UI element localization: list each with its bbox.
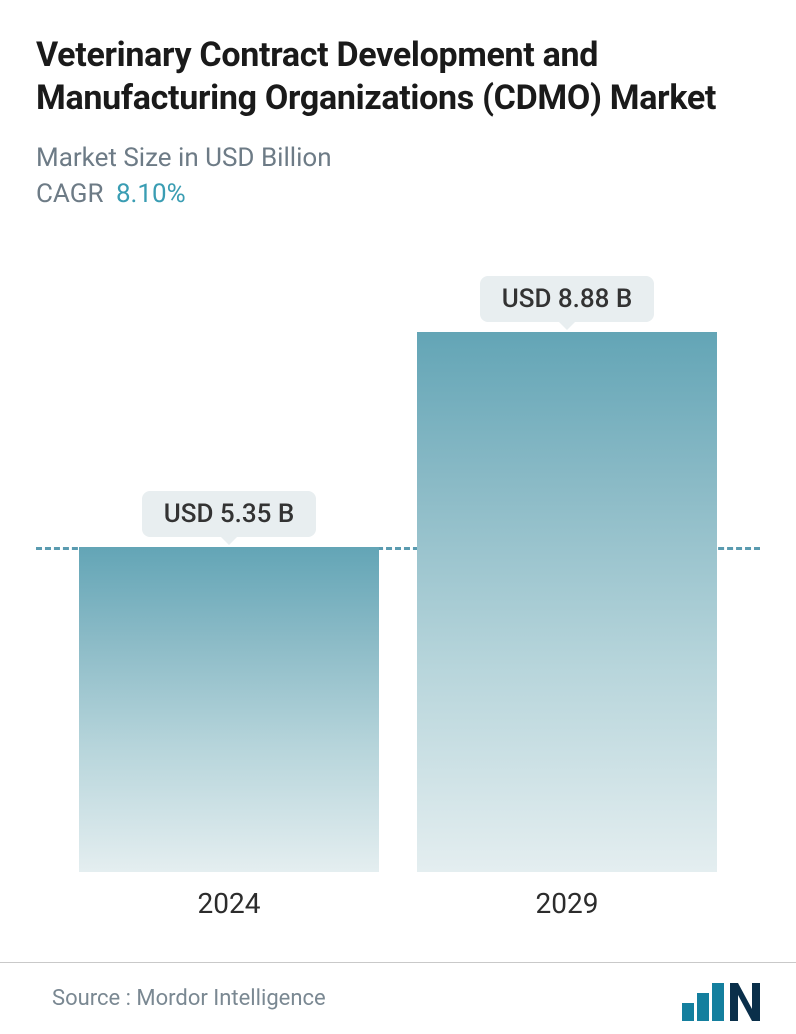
chart-title: Veterinary Contract Development and Manu… [36,34,760,119]
bar-1 [417,332,717,872]
bar-0 [79,547,379,872]
cagr-label: CAGR [36,179,103,209]
chart-area: USD 5.35 B USD 8.88 B 2024 2029 [36,280,760,920]
cagr-value: 8.10% [116,179,186,209]
chart-container: Veterinary Contract Development and Manu… [0,0,796,1034]
value-badge-1: USD 8.88 B [480,276,655,322]
cagr-line: CAGR 8.10% [36,179,760,209]
x-tick-0: 2024 [79,887,379,920]
bar-wrap-0: USD 5.35 B [79,491,379,872]
footer: Source : Mordor Intelligence [0,962,796,1034]
x-tick-1: 2029 [417,887,717,920]
value-badge-0: USD 5.35 B [142,491,317,537]
bar-wrap-1: USD 8.88 B [417,276,717,872]
x-axis: 2024 2029 [36,887,760,920]
brand-logo-icon [682,977,760,1021]
chart-subtitle: Market Size in USD Billion [36,143,760,173]
source-text: Source : Mordor Intelligence [52,986,326,1011]
bars-group: USD 5.35 B USD 8.88 B [36,280,760,872]
